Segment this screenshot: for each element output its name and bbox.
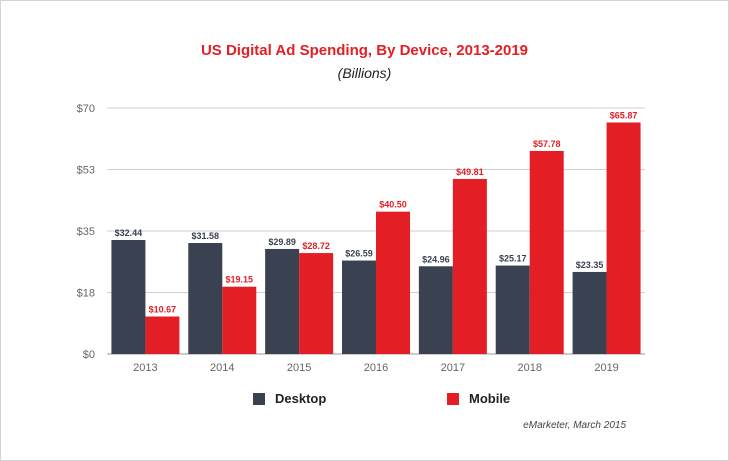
data-label-mobile: $28.72 <box>302 241 330 251</box>
data-label-desktop: $23.35 <box>576 260 604 270</box>
data-label-mobile: $40.50 <box>379 200 407 210</box>
data-label-desktop: $29.89 <box>268 237 296 247</box>
bar-mobile <box>452 178 487 354</box>
data-label-desktop: $25.17 <box>499 254 527 264</box>
legend-swatch-desktop <box>253 392 265 405</box>
bar-desktop <box>418 266 453 354</box>
legend-swatch-mobile <box>447 392 459 405</box>
y-tick-label: $18 <box>77 288 95 300</box>
bar-mobile <box>299 253 334 354</box>
legend-mobile: Mobile <box>447 391 510 406</box>
y-tick-label: $53 <box>77 165 95 177</box>
y-tick-label: $35 <box>77 226 95 238</box>
bar-desktop <box>111 239 146 354</box>
data-label-mobile: $65.87 <box>610 111 638 121</box>
source-note: eMarketer, March 2015 <box>523 420 626 431</box>
legend-label-desktop: Desktop <box>275 391 327 406</box>
data-label-desktop: $26.59 <box>345 249 373 259</box>
x-tick-label: 2013 <box>133 362 157 374</box>
data-label-mobile: $49.81 <box>456 167 484 177</box>
bar-desktop <box>572 271 607 354</box>
chart-subtitle: (Billions) <box>337 65 392 81</box>
data-label-desktop: $31.58 <box>192 231 220 241</box>
bar-desktop <box>265 248 300 354</box>
bar-desktop <box>342 260 376 354</box>
bar-mobile <box>606 122 641 354</box>
x-tick-label: 2014 <box>210 362 234 374</box>
bar-desktop <box>495 265 530 354</box>
data-label-desktop: $32.44 <box>115 228 143 238</box>
legend-label-mobile: Mobile <box>469 391 511 406</box>
bar-mobile <box>376 211 410 354</box>
bar-mobile <box>529 150 564 354</box>
data-label-mobile: $10.67 <box>149 305 177 315</box>
bar-mobile <box>145 316 180 354</box>
bar-desktop <box>188 243 223 354</box>
data-label-mobile: $57.78 <box>533 139 561 149</box>
data-label-desktop: $24.96 <box>422 254 450 264</box>
bar-mobile <box>222 286 257 354</box>
x-tick-label: 2017 <box>441 362 465 374</box>
x-tick-label: 2019 <box>594 362 618 374</box>
data-label-mobile: $19.15 <box>226 275 254 285</box>
x-tick-label: 2018 <box>517 362 541 374</box>
legend-desktop: Desktop <box>253 391 326 406</box>
chart-title: US Digital Ad Spending, By Device, 2013-… <box>200 42 529 59</box>
x-tick-label: 2015 <box>287 362 311 374</box>
y-tick-label: $70 <box>77 103 95 115</box>
y-tick-label: $0 <box>83 349 95 361</box>
x-tick-label: 2016 <box>364 362 388 374</box>
